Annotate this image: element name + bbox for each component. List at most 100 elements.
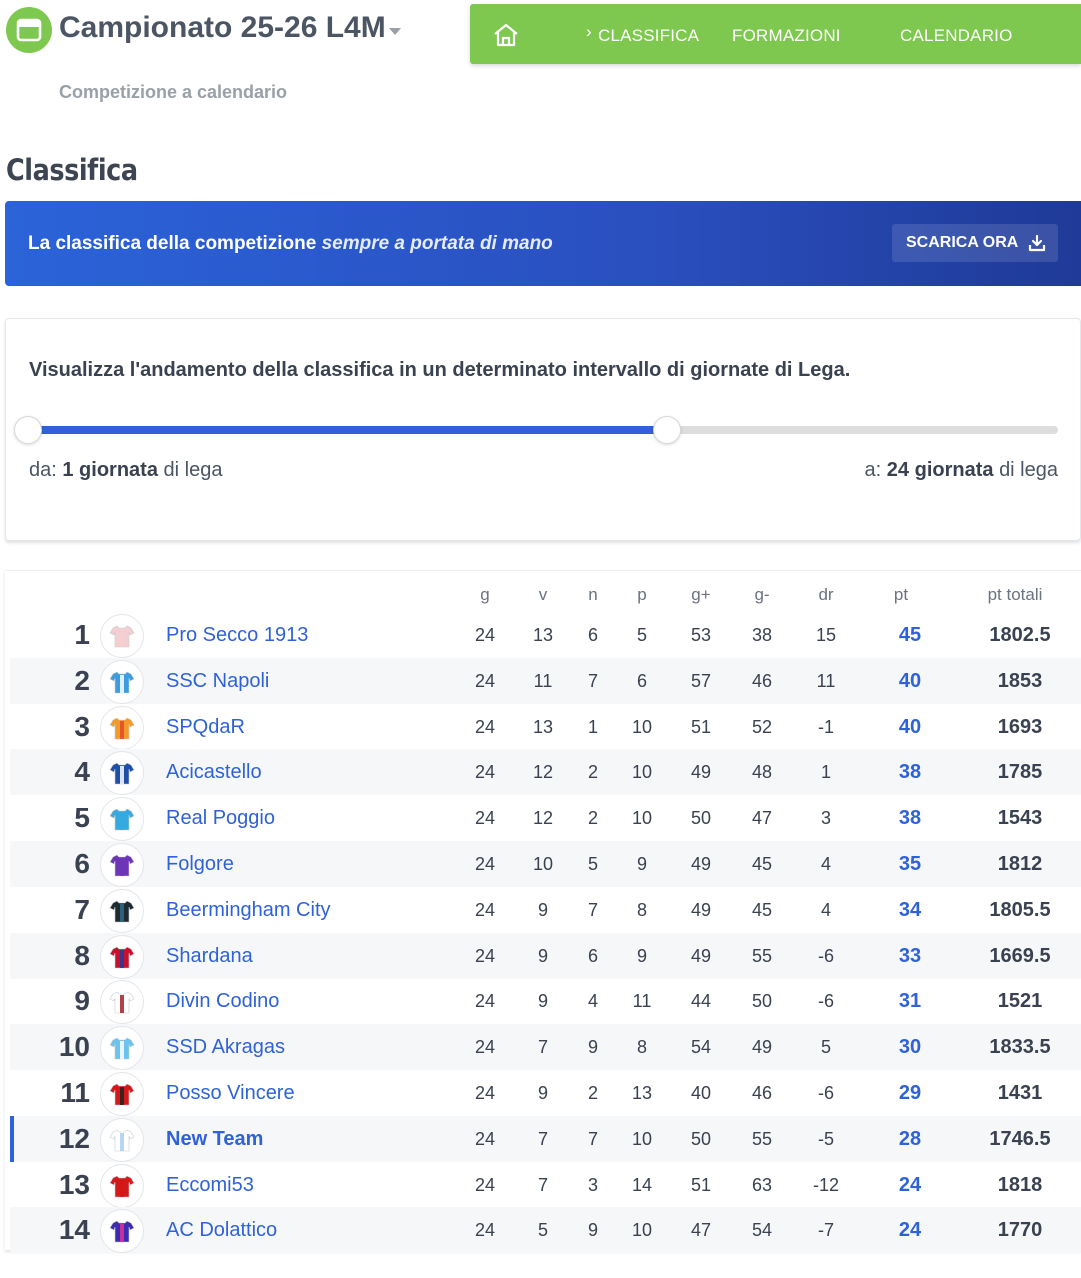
cell-pt-totali: 1746.5 — [989, 1127, 1051, 1150]
team-name-link[interactable]: Divin Codino — [166, 990, 280, 1013]
team-badge[interactable] — [100, 843, 144, 887]
competition-title[interactable]: Campionato 25-26 L4M — [59, 11, 386, 44]
cell-pt-totali: 1805.5 — [989, 898, 1051, 921]
cell-n: 7 — [587, 899, 598, 920]
table-row[interactable]: 3 SPQdaR 24 13 1 10 51 52 -1 40 1693 — [10, 704, 1081, 750]
team-badge[interactable] — [100, 659, 144, 704]
table-row[interactable]: 4 Acicastello 24 12 2 10 49 48 1 38 1785 — [10, 749, 1081, 796]
cell-g: 24 — [474, 808, 496, 829]
cell-n: 9 — [587, 1220, 598, 1241]
team-name-link[interactable]: Eccomi53 — [166, 1173, 254, 1196]
team-badge[interactable] — [100, 980, 144, 1025]
tab-classifica[interactable]: CLASSIFICA — [598, 26, 700, 45]
cell-gf: 49 — [690, 945, 712, 966]
col-pt[interactable]: pt — [893, 585, 909, 604]
col-gf[interactable]: g+ — [691, 585, 711, 604]
range-start-handle[interactable] — [14, 416, 42, 444]
row-position: 6 — [74, 848, 90, 879]
jersey-icon — [109, 717, 135, 739]
table-row[interactable]: 14 AC Dolattico 24 5 9 10 47 54 -7 24 1770 — [10, 1207, 1081, 1254]
cell-n: 3 — [587, 1174, 598, 1195]
cell-g: 24 — [474, 899, 496, 920]
cell-v: 7 — [537, 1174, 548, 1195]
table-row[interactable]: 12 New Team 24 7 7 10 50 55 -5 28 1746.5 — [10, 1115, 1081, 1162]
range-to: a: 24 giornata di lega — [864, 459, 1058, 481]
download-button[interactable]: SCARICA ORA — [892, 224, 1058, 262]
cell-pt: 40 — [898, 715, 922, 738]
cell-pt-totali: 1669.5 — [989, 944, 1051, 967]
cell-v: 13 — [532, 625, 554, 645]
cell-gs: 45 — [751, 854, 773, 874]
team-badge[interactable] — [100, 751, 144, 796]
table-row[interactable]: 1 Pro Secco 1913 24 13 6 5 53 38 15 45 1802.5 — [10, 612, 1081, 658]
range-track[interactable] — [28, 426, 1058, 434]
tab-formazioni[interactable]: FORMAZIONI — [732, 26, 841, 45]
table-row[interactable]: 6 Folgore 24 10 5 9 49 45 4 35 1812 — [10, 841, 1081, 887]
table-row[interactable]: 13 Eccomi53 24 7 3 14 51 63 -12 24 1818 — [10, 1162, 1081, 1208]
cell-gs: 55 — [751, 945, 773, 966]
table-row[interactable]: 11 Posso Vincere 24 9 2 13 40 46 -6 29 1431 — [10, 1070, 1081, 1116]
team-name-link[interactable]: Acicastello — [166, 761, 262, 784]
table-row[interactable]: 10 SSD Akragas 24 7 9 8 54 49 5 30 1833.5 — [10, 1024, 1081, 1071]
cell-gf: 40 — [690, 1083, 712, 1103]
cell-pt: 40 — [898, 669, 922, 692]
cell-n: 9 — [587, 1037, 598, 1058]
team-badge[interactable] — [100, 614, 144, 658]
team-badge[interactable] — [100, 1209, 144, 1254]
cell-gs: 50 — [751, 991, 773, 1012]
team-name-link[interactable]: Pro Secco 1913 — [166, 624, 309, 646]
col-dr[interactable]: dr — [818, 585, 834, 604]
cell-p: 13 — [631, 1083, 653, 1103]
cell-p: 5 — [636, 625, 647, 645]
cell-pt: 31 — [898, 990, 922, 1013]
team-badge[interactable] — [100, 1163, 144, 1208]
table-row[interactable]: 7 Beermingham City 24 9 7 8 49 45 4 34 1805.5 — [10, 887, 1081, 933]
range-end-handle[interactable] — [652, 416, 681, 444]
cell-gs: 52 — [751, 716, 773, 737]
team-badge[interactable] — [100, 797, 144, 842]
table-row[interactable]: 2 SSC Napoli 24 11 7 6 57 46 11 40 1853 — [10, 657, 1081, 704]
col-pt-totali[interactable]: pt totali — [987, 585, 1043, 604]
team-name-link[interactable]: Posso Vincere — [166, 1082, 295, 1104]
chevron-down-icon[interactable] — [389, 28, 401, 35]
table-row[interactable]: 5 Real Poggio 24 12 2 10 50 47 3 38 1543 — [10, 795, 1081, 842]
cell-gf: 51 — [690, 1174, 712, 1195]
team-badge[interactable] — [100, 1117, 144, 1162]
active-chevron-icon: › — [586, 22, 592, 41]
home-icon[interactable] — [492, 22, 520, 48]
tab-calendario[interactable]: CALENDARIO — [900, 26, 1013, 45]
team-badge[interactable] — [100, 888, 144, 933]
cell-pt: 45 — [898, 624, 922, 646]
team-name-link[interactable]: Folgore — [166, 853, 234, 875]
team-name-link[interactable]: New Team — [166, 1127, 264, 1150]
team-name-link[interactable]: AC Dolattico — [166, 1219, 278, 1242]
team-name-link[interactable]: Shardana — [166, 944, 253, 967]
team-badge[interactable] — [100, 934, 144, 979]
table-row[interactable]: 8 Shardana 24 9 6 9 49 55 -6 33 1669.5 — [10, 932, 1081, 979]
team-badge[interactable] — [100, 705, 144, 750]
cell-v: 5 — [537, 1220, 548, 1241]
cell-gs: 46 — [751, 670, 773, 691]
cell-p: 10 — [631, 808, 653, 829]
cell-pt-totali: 1833.5 — [989, 1036, 1051, 1059]
team-badge[interactable] — [100, 1072, 144, 1116]
col-gs[interactable]: g- — [754, 585, 770, 604]
cell-pt: 30 — [898, 1036, 922, 1059]
table-row[interactable]: 9 Divin Codino 24 9 4 11 44 50 -6 31 1521 — [10, 978, 1081, 1025]
cell-pt: 29 — [898, 1082, 922, 1104]
col-v[interactable]: v — [538, 585, 548, 604]
col-p[interactable]: p — [637, 585, 647, 604]
team-name-link[interactable]: SSD Akragas — [166, 1036, 285, 1059]
cell-gf: 47 — [690, 1220, 712, 1241]
col-n[interactable]: n — [588, 585, 598, 604]
team-name-link[interactable]: SPQdaR — [166, 715, 245, 738]
col-g[interactable]: g — [480, 585, 490, 604]
cell-dr: 1 — [820, 762, 831, 783]
team-name-link[interactable]: Real Poggio — [166, 807, 275, 830]
team-name-link[interactable]: Beermingham City — [166, 898, 331, 921]
team-name-link[interactable]: SSC Napoli — [166, 669, 270, 692]
team-badge[interactable] — [100, 1026, 144, 1071]
cell-n: 2 — [587, 808, 598, 829]
cell-pt-totali: 1431 — [997, 1082, 1043, 1104]
row-position: 7 — [74, 893, 90, 925]
